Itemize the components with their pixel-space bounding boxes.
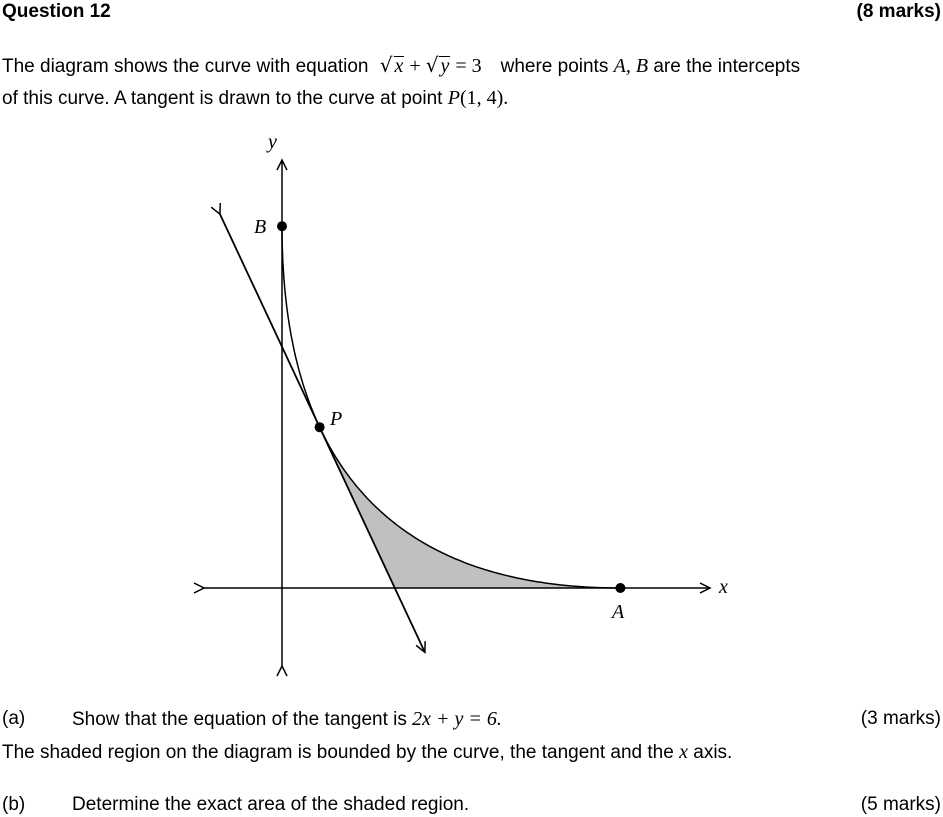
- intro-line-1: The diagram shows the curve with equatio…: [0, 54, 943, 78]
- part-b-text: Determine the exact area of the shaded r…: [72, 794, 470, 815]
- point-p-coords: (1, 4).: [459, 87, 509, 109]
- shaded-note-text-b: axis.: [693, 742, 733, 763]
- part-a-marks: (3 marks): [860, 708, 941, 729]
- sqrt-y: y: [439, 55, 451, 77]
- point-b-label: B: [254, 216, 267, 238]
- part-b-label: (b): [2, 794, 26, 815]
- x-axis-label: x: [719, 576, 728, 598]
- shaded-note-text-a: The shaded region on the diagram is boun…: [2, 742, 674, 763]
- point-p-ref: P: [447, 87, 460, 109]
- sqrt-symbol: √: [425, 53, 439, 77]
- part-a-prompt: Show that the equation of the tangent is: [72, 709, 407, 730]
- eq-plus: +: [409, 55, 421, 77]
- point-a-dot: [615, 583, 626, 593]
- intro-text-d: of this curve. A tangent is drawn to the…: [2, 88, 443, 109]
- question-marks: (8 marks): [856, 1, 942, 22]
- y-axis-label: y: [268, 131, 277, 153]
- part-a-text: Show that the equation of the tangent is…: [72, 708, 502, 731]
- tangent-line: [210, 202, 426, 654]
- point-p-dot: [314, 422, 325, 433]
- part-a-equation: 2x + y = 6.: [412, 708, 502, 730]
- intro-text-a: The diagram shows the curve with equatio…: [2, 56, 369, 77]
- curve-equation: √ x + √ y = 3: [379, 53, 487, 77]
- intro-line-2: of this curve. A tangent is drawn to the…: [0, 87, 943, 110]
- question-header: Question 12 (8 marks): [0, 1, 943, 23]
- part-b-marks: (5 marks): [860, 794, 941, 815]
- part-a-label: (a): [2, 708, 26, 729]
- point-a-label: A: [612, 601, 625, 623]
- point-b-dot: [277, 221, 287, 232]
- points-ab: A, B: [613, 55, 649, 77]
- question-title: Question 12: [2, 1, 111, 22]
- shaded-note: The shaded region on the diagram is boun…: [0, 741, 943, 764]
- sqrt-symbol: √: [379, 53, 393, 77]
- point-p-label: P: [330, 408, 343, 430]
- shaded-note-var: x: [679, 741, 688, 763]
- sqrt-x: x: [393, 55, 405, 77]
- intro-text-c: are the intercepts: [653, 56, 801, 77]
- eq-equals: = 3: [455, 55, 482, 77]
- intro-text-b: where points: [500, 56, 609, 77]
